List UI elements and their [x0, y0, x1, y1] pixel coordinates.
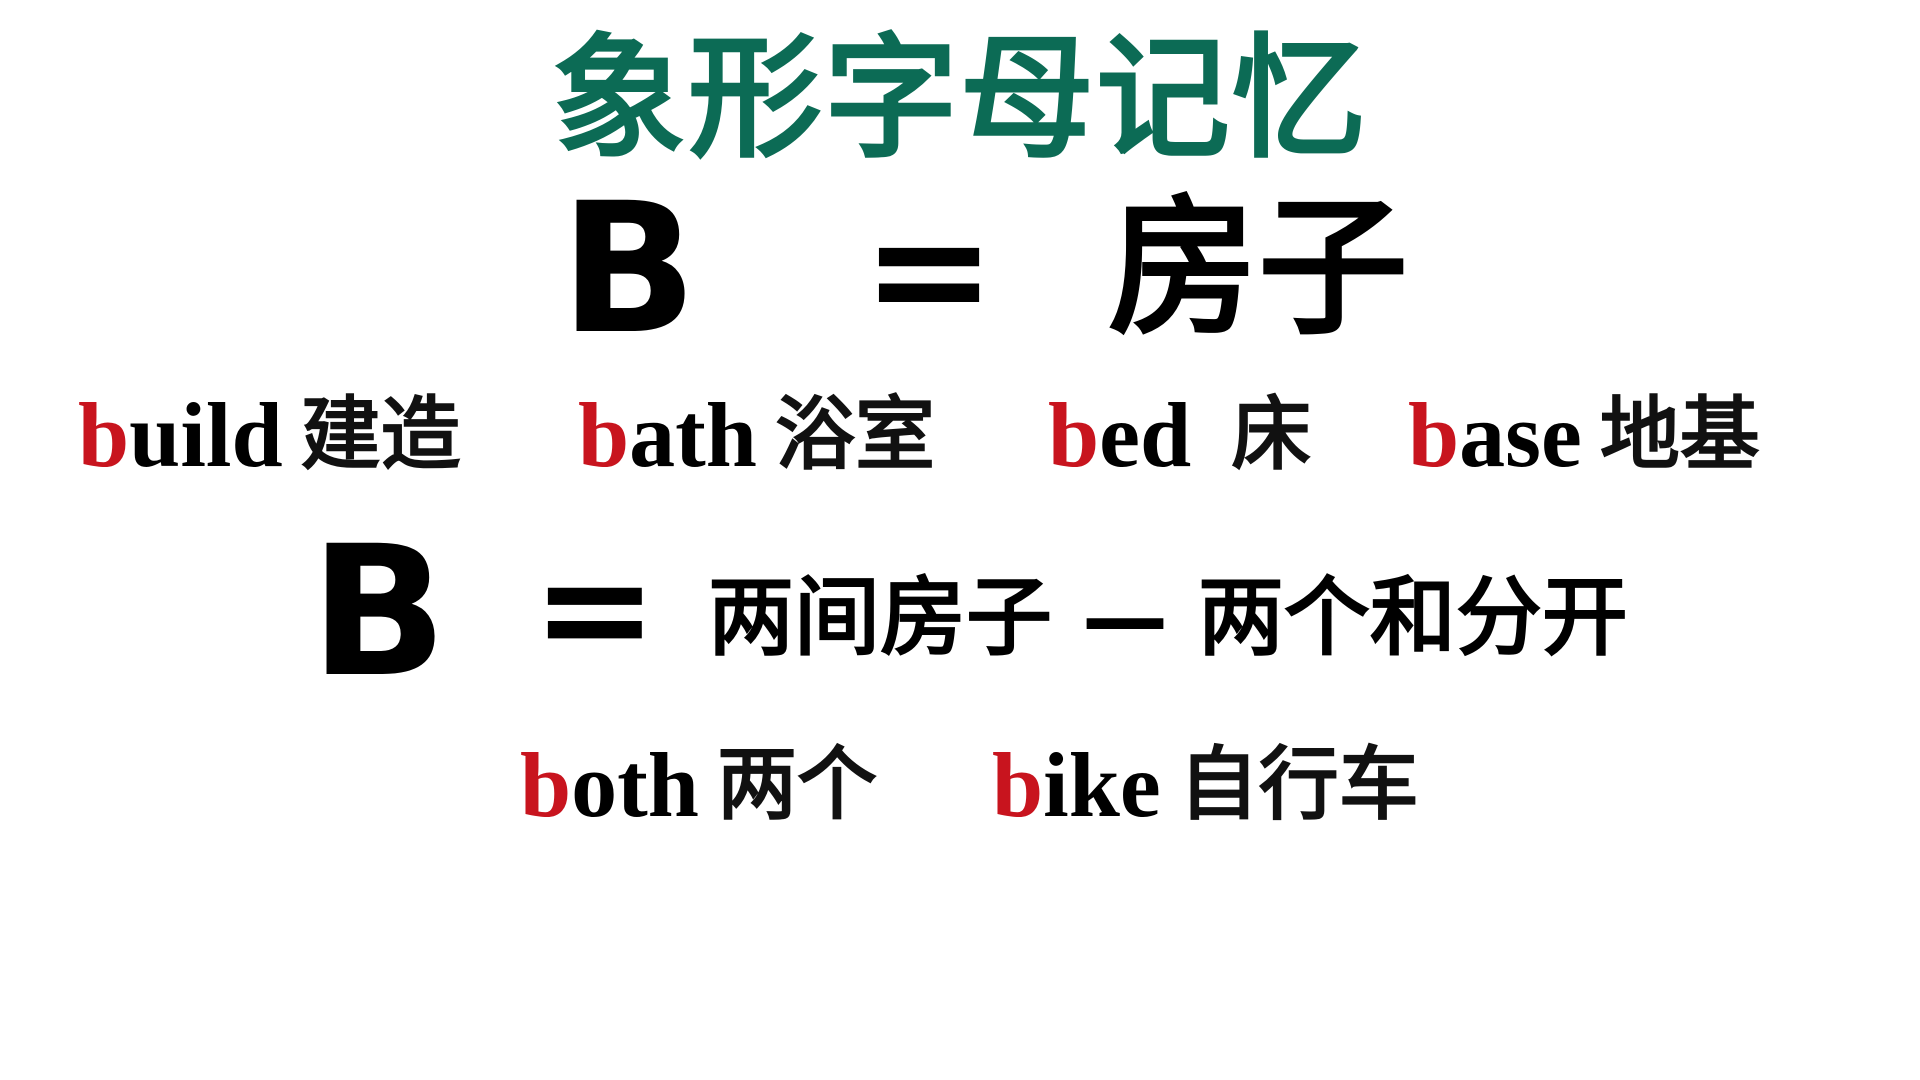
- chinese-meaning: 两个: [716, 738, 877, 831]
- english-word: bike: [992, 734, 1161, 836]
- highlight-letter: b: [1048, 384, 1100, 486]
- word-rest: ath: [629, 384, 757, 486]
- word-rest: uild: [129, 384, 283, 486]
- big-letter-b: B: [560, 165, 698, 374]
- word-rest: oth: [571, 734, 699, 836]
- example-word-bike: bike 自行车: [992, 730, 1419, 840]
- highlight-letter: b: [578, 384, 630, 486]
- big-letter-b: B: [310, 508, 448, 717]
- word-rest: ase: [1459, 384, 1582, 486]
- english-word: bath: [578, 384, 757, 486]
- highlight-letter: b: [992, 734, 1044, 836]
- example-words-row-2: both 两个 bike 自行车: [0, 730, 1920, 840]
- chinese-meaning: 建造: [300, 388, 461, 481]
- letter-definition-row-1: B = 房子: [0, 180, 1920, 360]
- letter-meaning: 两间房子 — 两个和分开: [708, 568, 1628, 668]
- highlight-letter: b: [520, 734, 572, 836]
- word-rest: ed: [1099, 384, 1192, 486]
- example-words-row-1: build 建造 bath 浴室 bed 床 base 地基: [0, 380, 1920, 490]
- english-word: bed: [1048, 384, 1191, 486]
- chinese-meaning: 床: [1231, 388, 1312, 481]
- page-title: 象形字母记忆: [551, 19, 1368, 177]
- example-word-bath: bath 浴室: [578, 380, 935, 490]
- english-word: build: [78, 384, 283, 486]
- chinese-meaning: 自行车: [1178, 738, 1419, 831]
- example-word-base: base 地基: [1408, 380, 1760, 490]
- highlight-letter: b: [1408, 384, 1460, 486]
- letter-definition-row-2: B = 两间房子 — 两个和分开: [0, 508, 1920, 717]
- example-word-build: build 建造: [78, 380, 461, 490]
- equals-sign: =: [862, 176, 997, 363]
- letter-meaning: 房子: [1108, 182, 1409, 356]
- chinese-meaning: 浴室: [774, 388, 935, 481]
- word-rest: ike: [1043, 734, 1161, 836]
- highlight-letter: b: [78, 384, 130, 486]
- example-word-bed: bed 床: [1048, 380, 1311, 490]
- english-word: base: [1408, 384, 1582, 486]
- equals-sign: =: [532, 522, 658, 696]
- chinese-meaning: 地基: [1599, 388, 1760, 481]
- example-word-both: both 两个: [520, 730, 877, 840]
- english-word: both: [520, 734, 699, 836]
